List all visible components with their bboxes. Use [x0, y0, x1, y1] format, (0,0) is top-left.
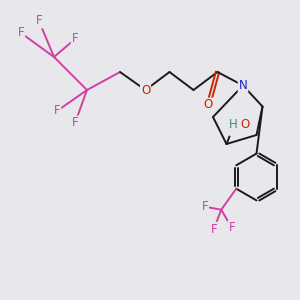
Text: F: F: [54, 104, 60, 118]
Text: F: F: [228, 221, 235, 234]
Text: O: O: [204, 98, 213, 112]
Text: F: F: [201, 200, 208, 213]
Text: O: O: [141, 83, 150, 97]
Text: O: O: [241, 118, 250, 131]
Text: H: H: [229, 118, 238, 131]
Text: N: N: [238, 79, 247, 92]
Text: F: F: [18, 26, 24, 40]
Text: F: F: [36, 14, 42, 28]
Text: F: F: [210, 223, 217, 236]
Text: F: F: [72, 32, 78, 46]
Text: F: F: [72, 116, 78, 130]
